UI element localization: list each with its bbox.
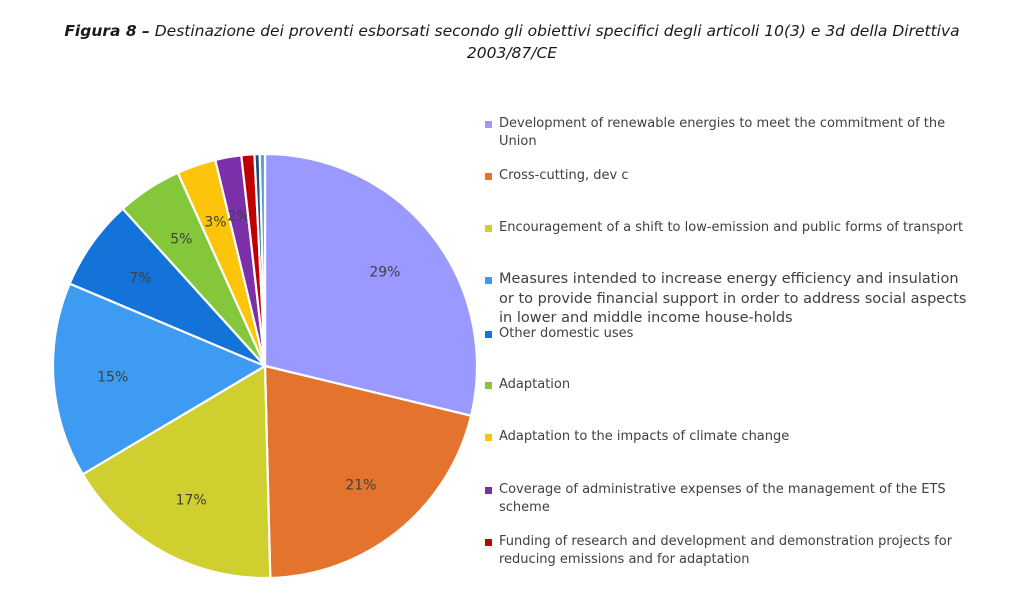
legend-label: Encouragement of a shift to low-emission… [499, 220, 964, 235]
slice-data-label: 29% [369, 265, 400, 281]
slice-data-label: 7% [129, 271, 151, 287]
legend-label: Coverage of administrative expenses of t… [499, 482, 946, 515]
slice-data-label: 21% [345, 478, 376, 494]
pie-slice [263, 364, 473, 580]
legend-swatch [485, 434, 492, 441]
legend-label: Other domestic uses [499, 326, 634, 341]
legend-swatch [485, 121, 492, 128]
caption-title: Destinazione dei proventi esborsati seco… [154, 22, 960, 40]
slice-data-label: 5% [170, 231, 192, 247]
legend-label: Development of renewable energies to mee… [499, 116, 946, 149]
caption-line-1: Figura 8 – Destinazione dei proventi esb… [0, 20, 1024, 42]
legend-swatch [485, 173, 492, 180]
slice-data-label: 3% [204, 215, 226, 231]
legend-label: Cross-cutting, dev c [499, 168, 629, 183]
legend-swatch [485, 539, 492, 546]
legend-label: Funding of research and development and … [499, 534, 953, 567]
caption-line-2: 2003/87/CE [466, 44, 558, 62]
slice-data-label: 2% [227, 209, 249, 225]
pie-slice [263, 152, 479, 418]
legend-swatch [485, 382, 492, 389]
pie-slice [258, 152, 267, 367]
pie-slice [81, 364, 272, 580]
legend-swatch [485, 277, 492, 284]
legend-label: Adaptation [499, 377, 571, 392]
figure-label: Figura 8 – [64, 22, 150, 40]
slice-data-label: 17% [176, 493, 207, 509]
legend-swatch [485, 225, 492, 232]
pie-slice [51, 282, 268, 476]
figure-caption: Figura 8 – Destinazione dei proventi esb… [0, 20, 1024, 64]
legend-label: Measures intended to increase energy eff… [499, 271, 967, 326]
legend-swatch [485, 331, 492, 338]
legend-label: Adaptation to the impacts of climate cha… [499, 429, 790, 444]
legend-swatch [485, 487, 492, 494]
slice-data-label: 15% [97, 369, 128, 385]
